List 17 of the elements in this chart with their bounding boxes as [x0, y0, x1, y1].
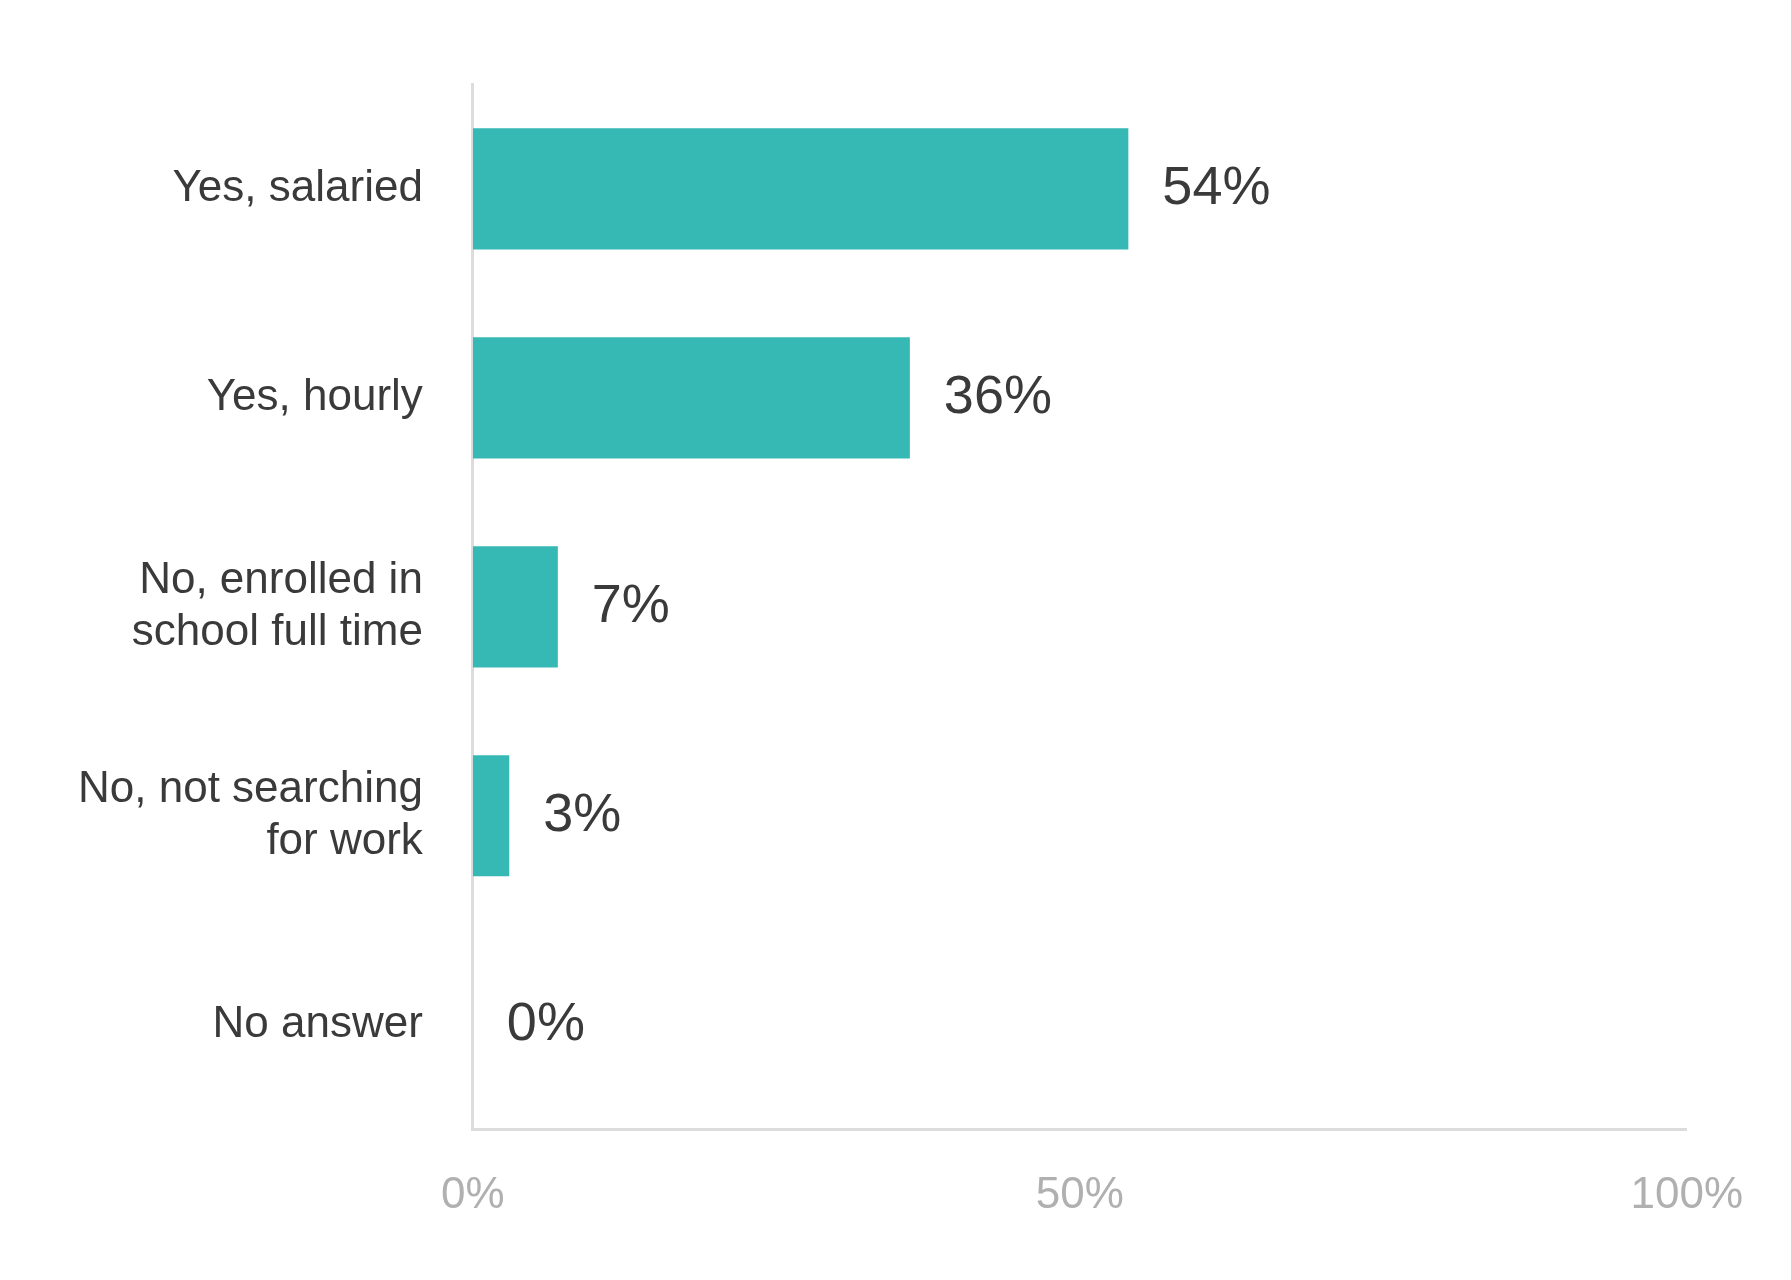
x-tick-label: 50% [1035, 1167, 1124, 1217]
data-label: 7% [591, 572, 670, 633]
data-label: 0% [506, 990, 585, 1051]
x-tick-label: 100% [1630, 1167, 1744, 1217]
data-label: 54% [1162, 154, 1271, 215]
y-tick-label: Yes, salaried [172, 161, 423, 211]
y-tick-label: No answer [212, 996, 423, 1046]
y-tick-label: No, enrolled in school full time [131, 552, 423, 655]
bar [472, 128, 1129, 250]
bar [472, 546, 558, 668]
data-label: 3% [543, 781, 622, 842]
x-tick-label: 0% [441, 1167, 505, 1217]
data-label: 36% [943, 363, 1052, 424]
bar [472, 755, 510, 877]
y-tick-label: Yes, hourly [206, 369, 423, 419]
bar [472, 337, 910, 459]
y-tick-label: No, not searching for work [77, 761, 424, 864]
